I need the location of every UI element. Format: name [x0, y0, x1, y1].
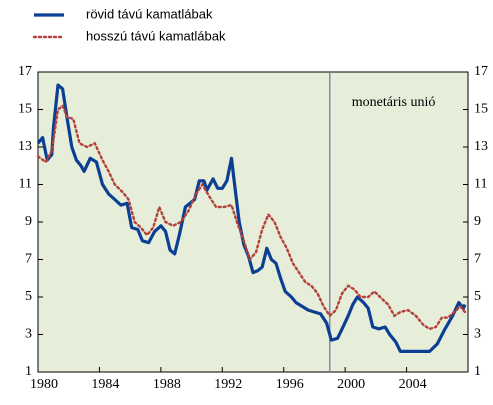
y2-tick-label: 3: [474, 327, 481, 342]
y-tick-label: 1: [25, 364, 32, 379]
legend-label: hosszú távú kamatlábak: [86, 28, 226, 43]
y2-tick-label: 5: [474, 289, 481, 304]
y-tick-label: 15: [18, 102, 32, 117]
y2-tick-label: 15: [474, 102, 488, 117]
x-tick-label: 1992: [214, 377, 242, 392]
y2-tick-label: 17: [474, 64, 488, 79]
series-line: [36, 83, 467, 353]
y-tick-label: 17: [18, 64, 32, 79]
x-tick-label: 1984: [91, 377, 119, 392]
y2-tick-label: 1: [474, 364, 481, 379]
y2-tick-label: 13: [474, 139, 488, 154]
x-tick-label: 1996: [276, 377, 304, 392]
y-tick-label: 7: [25, 252, 32, 267]
y-tick-label: 5: [25, 289, 32, 304]
x-tick-label: 1980: [30, 377, 58, 392]
x-tick-label: 2004: [399, 377, 427, 392]
y2-tick-label: 9: [474, 214, 481, 229]
x-tick-label: 2000: [337, 377, 365, 392]
y-tick-label: 3: [25, 327, 32, 342]
y-tick-label: 13: [18, 139, 32, 154]
x-tick-label: 1988: [153, 377, 181, 392]
legend-label: rövid távú kamatlábak: [86, 6, 213, 21]
y-tick-label: 9: [25, 214, 32, 229]
y2-tick-label: 11: [474, 177, 487, 192]
y2-tick-label: 7: [474, 252, 481, 267]
plot-area: [37, 71, 469, 373]
series-line: [36, 103, 467, 331]
y-tick-label: 11: [19, 177, 32, 192]
annotation-text: monetáris unió: [352, 95, 436, 110]
